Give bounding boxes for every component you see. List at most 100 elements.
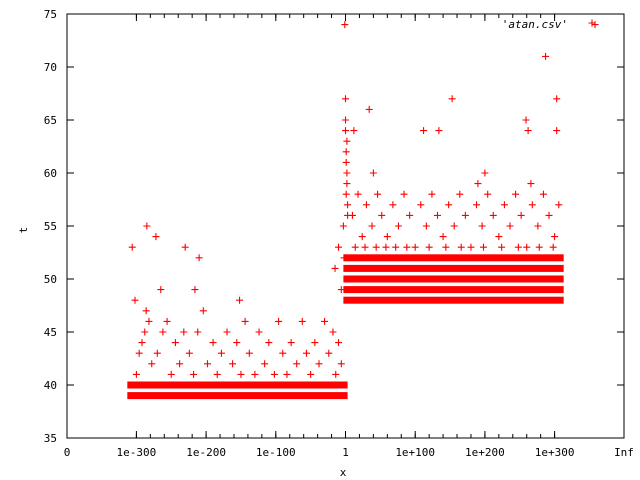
x-tick-label: 1e-300 (117, 446, 157, 459)
data-point (498, 243, 506, 251)
data-point (343, 137, 351, 145)
data-point (343, 169, 351, 177)
data-point (450, 222, 458, 230)
dense-band-t40 (127, 381, 348, 389)
data-point (524, 127, 532, 135)
data-point (417, 201, 425, 209)
data-point (474, 180, 482, 188)
x-tick-label: Inf (614, 446, 634, 459)
data-point (342, 116, 349, 124)
y-tick-label: 55 (44, 220, 57, 233)
data-point (329, 328, 337, 336)
data-point (392, 243, 400, 251)
y-tick-label: 45 (44, 326, 57, 339)
y-tick-label: 75 (44, 8, 57, 21)
data-point (343, 180, 351, 188)
x-tick-label: 0 (64, 446, 71, 459)
data-point (190, 370, 198, 378)
data-point (311, 339, 319, 347)
data-point (332, 370, 340, 378)
data-point (321, 317, 329, 325)
data-point (217, 349, 225, 357)
data-point (420, 127, 428, 135)
data-point (128, 243, 136, 251)
dense-band-t48 (343, 296, 564, 304)
data-point (340, 254, 348, 262)
data-point (241, 317, 249, 325)
data-point (159, 328, 167, 336)
legend-label: 'atan.csv' (502, 18, 568, 31)
data-point (369, 169, 377, 177)
data-point (315, 360, 323, 368)
data-point (152, 233, 160, 241)
data-point (342, 127, 349, 135)
x-axis-label: x (340, 466, 347, 479)
data-point (457, 243, 465, 251)
data-point (354, 190, 362, 198)
data-point (302, 349, 310, 357)
data-point (553, 95, 561, 103)
x-tick-labels: 0 1e-300 1e-200 1e-100 1 1e+100 1e+200 1e+300 In… (64, 446, 634, 459)
data-point (185, 349, 193, 357)
data-point (394, 222, 402, 230)
data-point (138, 339, 146, 347)
data-point (456, 190, 464, 198)
data-point (342, 190, 350, 198)
data-point (535, 243, 543, 251)
data-point (341, 21, 349, 29)
data-point (539, 190, 547, 198)
data-point (481, 169, 489, 177)
data-point (434, 211, 442, 219)
data-point (251, 370, 259, 378)
data-point (265, 339, 273, 347)
y-tick-label: 65 (44, 114, 57, 127)
x-tick-label: 1e+200 (465, 446, 505, 459)
x-tick-label: 1e-200 (186, 446, 226, 459)
data-point (141, 328, 149, 336)
data-point (223, 328, 231, 336)
x-tick-label: 1e+100 (395, 446, 435, 459)
data-point (195, 254, 203, 262)
data-point (331, 264, 339, 272)
data-point (555, 201, 563, 209)
data-point (348, 211, 356, 219)
data-point (549, 243, 557, 251)
data-point (143, 222, 151, 230)
data-point (342, 158, 350, 166)
y-tick-label: 50 (44, 273, 57, 286)
data-point (512, 190, 520, 198)
data-point (275, 317, 283, 325)
data-point (194, 328, 202, 336)
data-point (591, 21, 599, 29)
data-point (171, 339, 179, 347)
data-point (365, 105, 373, 113)
data-point (298, 317, 306, 325)
data-point (542, 52, 550, 60)
data-point (372, 243, 380, 251)
data-point (378, 211, 386, 219)
data-point (517, 211, 525, 219)
data-point (131, 296, 139, 304)
data-point (374, 190, 382, 198)
y-tick-label: 40 (44, 379, 57, 392)
data-point (342, 95, 349, 103)
data-point (362, 201, 370, 209)
data-point (145, 317, 153, 325)
y-tick-label: 70 (44, 61, 57, 74)
data-point (439, 233, 447, 241)
data-point (400, 190, 408, 198)
data-point (422, 222, 430, 230)
data-point (489, 211, 497, 219)
data-point (237, 370, 245, 378)
axis-ticks (66, 13, 625, 439)
data-point (445, 201, 453, 209)
data-point (523, 243, 531, 251)
data-point (167, 370, 175, 378)
data-point (142, 307, 150, 315)
data-point (261, 360, 269, 368)
data-point (473, 201, 481, 209)
legend-marker (588, 19, 596, 27)
data-point (199, 307, 207, 315)
data-point (335, 243, 343, 251)
data-points (127, 21, 599, 400)
